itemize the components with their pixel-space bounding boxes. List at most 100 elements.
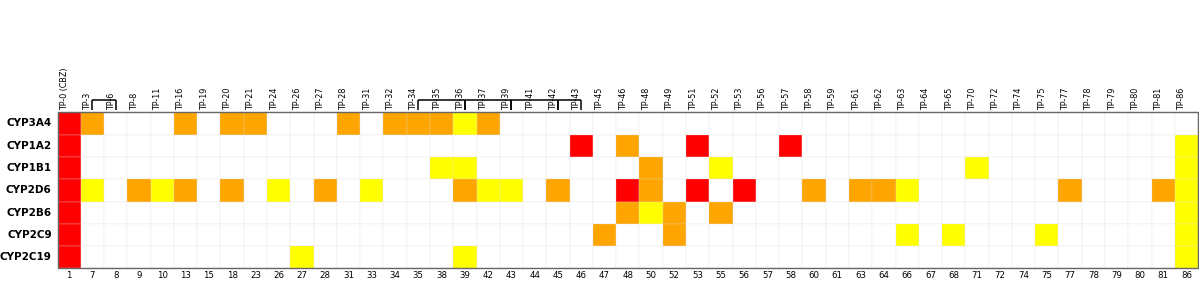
Bar <box>989 157 1012 179</box>
Bar <box>803 179 826 201</box>
Bar <box>1012 179 1036 201</box>
Bar <box>872 179 895 201</box>
Bar <box>662 179 686 201</box>
Bar <box>570 157 593 179</box>
Bar <box>1128 246 1152 269</box>
Text: TP-19: TP-19 <box>200 88 209 110</box>
Bar <box>1175 179 1198 201</box>
Bar <box>1105 246 1128 269</box>
Text: TP-72: TP-72 <box>991 88 1001 110</box>
Bar <box>919 135 942 157</box>
Bar <box>174 135 197 157</box>
Text: TP-32: TP-32 <box>386 88 395 110</box>
Bar <box>290 112 313 135</box>
Bar <box>476 224 500 246</box>
Bar <box>268 179 290 201</box>
Bar <box>640 224 662 246</box>
Bar <box>337 179 360 201</box>
Bar <box>360 246 384 269</box>
Bar <box>546 201 570 224</box>
Bar <box>942 135 965 157</box>
Bar <box>58 246 80 269</box>
Bar <box>1081 157 1105 179</box>
Text: 7: 7 <box>90 271 95 280</box>
Text: 10: 10 <box>157 271 168 280</box>
Bar <box>104 201 127 224</box>
Bar <box>1175 157 1198 179</box>
Bar <box>1081 224 1105 246</box>
Bar <box>848 224 872 246</box>
Bar <box>756 157 779 179</box>
Text: CYP1A2: CYP1A2 <box>6 141 52 151</box>
Bar <box>546 246 570 269</box>
Text: 43: 43 <box>506 271 517 280</box>
Bar <box>779 112 803 135</box>
Text: TP-0 (CBZ): TP-0 (CBZ) <box>60 68 70 110</box>
Bar <box>756 201 779 224</box>
Bar <box>407 157 430 179</box>
Bar <box>174 157 197 179</box>
Text: TP-52: TP-52 <box>712 88 721 110</box>
Bar <box>523 224 546 246</box>
Bar <box>1036 179 1058 201</box>
Bar <box>523 157 546 179</box>
Text: TP-65: TP-65 <box>944 88 954 110</box>
Bar <box>686 179 709 201</box>
Bar <box>1036 112 1058 135</box>
Bar <box>1058 135 1081 157</box>
Bar <box>989 246 1012 269</box>
Bar <box>476 246 500 269</box>
Bar <box>616 201 640 224</box>
Bar <box>709 224 732 246</box>
Bar <box>895 112 919 135</box>
Bar <box>616 157 640 179</box>
Bar <box>640 201 662 224</box>
Bar <box>151 224 174 246</box>
Text: TP-49: TP-49 <box>665 88 674 110</box>
Bar <box>803 246 826 269</box>
Bar <box>523 201 546 224</box>
Bar <box>476 135 500 157</box>
Bar <box>1175 246 1198 269</box>
Bar <box>686 135 709 157</box>
Bar <box>1012 224 1036 246</box>
Text: TP-3: TP-3 <box>84 93 92 110</box>
Text: TP-8: TP-8 <box>130 93 139 110</box>
Bar <box>662 224 686 246</box>
Bar <box>803 135 826 157</box>
Bar <box>313 201 337 224</box>
Bar <box>1058 224 1081 246</box>
Text: TP-26: TP-26 <box>293 88 302 110</box>
Bar <box>268 224 290 246</box>
Bar <box>80 201 104 224</box>
Bar <box>826 201 848 224</box>
Bar <box>1058 179 1081 201</box>
Bar <box>244 179 268 201</box>
Bar <box>1105 157 1128 179</box>
Text: TP-20: TP-20 <box>223 88 232 110</box>
Bar <box>127 224 151 246</box>
Text: TP-58: TP-58 <box>805 88 814 110</box>
Bar <box>872 201 895 224</box>
Bar <box>570 112 593 135</box>
Bar <box>826 224 848 246</box>
Bar <box>476 157 500 179</box>
Text: 35: 35 <box>413 271 424 280</box>
Text: 31: 31 <box>343 271 354 280</box>
Bar <box>430 246 454 269</box>
Text: CYP2B6: CYP2B6 <box>6 208 52 218</box>
Bar <box>570 246 593 269</box>
Bar <box>523 179 546 201</box>
Bar <box>570 135 593 157</box>
Text: TP-41: TP-41 <box>526 88 535 110</box>
Bar <box>1152 112 1175 135</box>
Bar <box>919 112 942 135</box>
Bar <box>127 157 151 179</box>
Text: 1: 1 <box>66 271 72 280</box>
Bar <box>523 135 546 157</box>
Bar <box>197 224 221 246</box>
Text: 47: 47 <box>599 271 610 280</box>
Text: TP-37: TP-37 <box>479 88 488 110</box>
Bar <box>803 112 826 135</box>
Bar <box>895 224 919 246</box>
